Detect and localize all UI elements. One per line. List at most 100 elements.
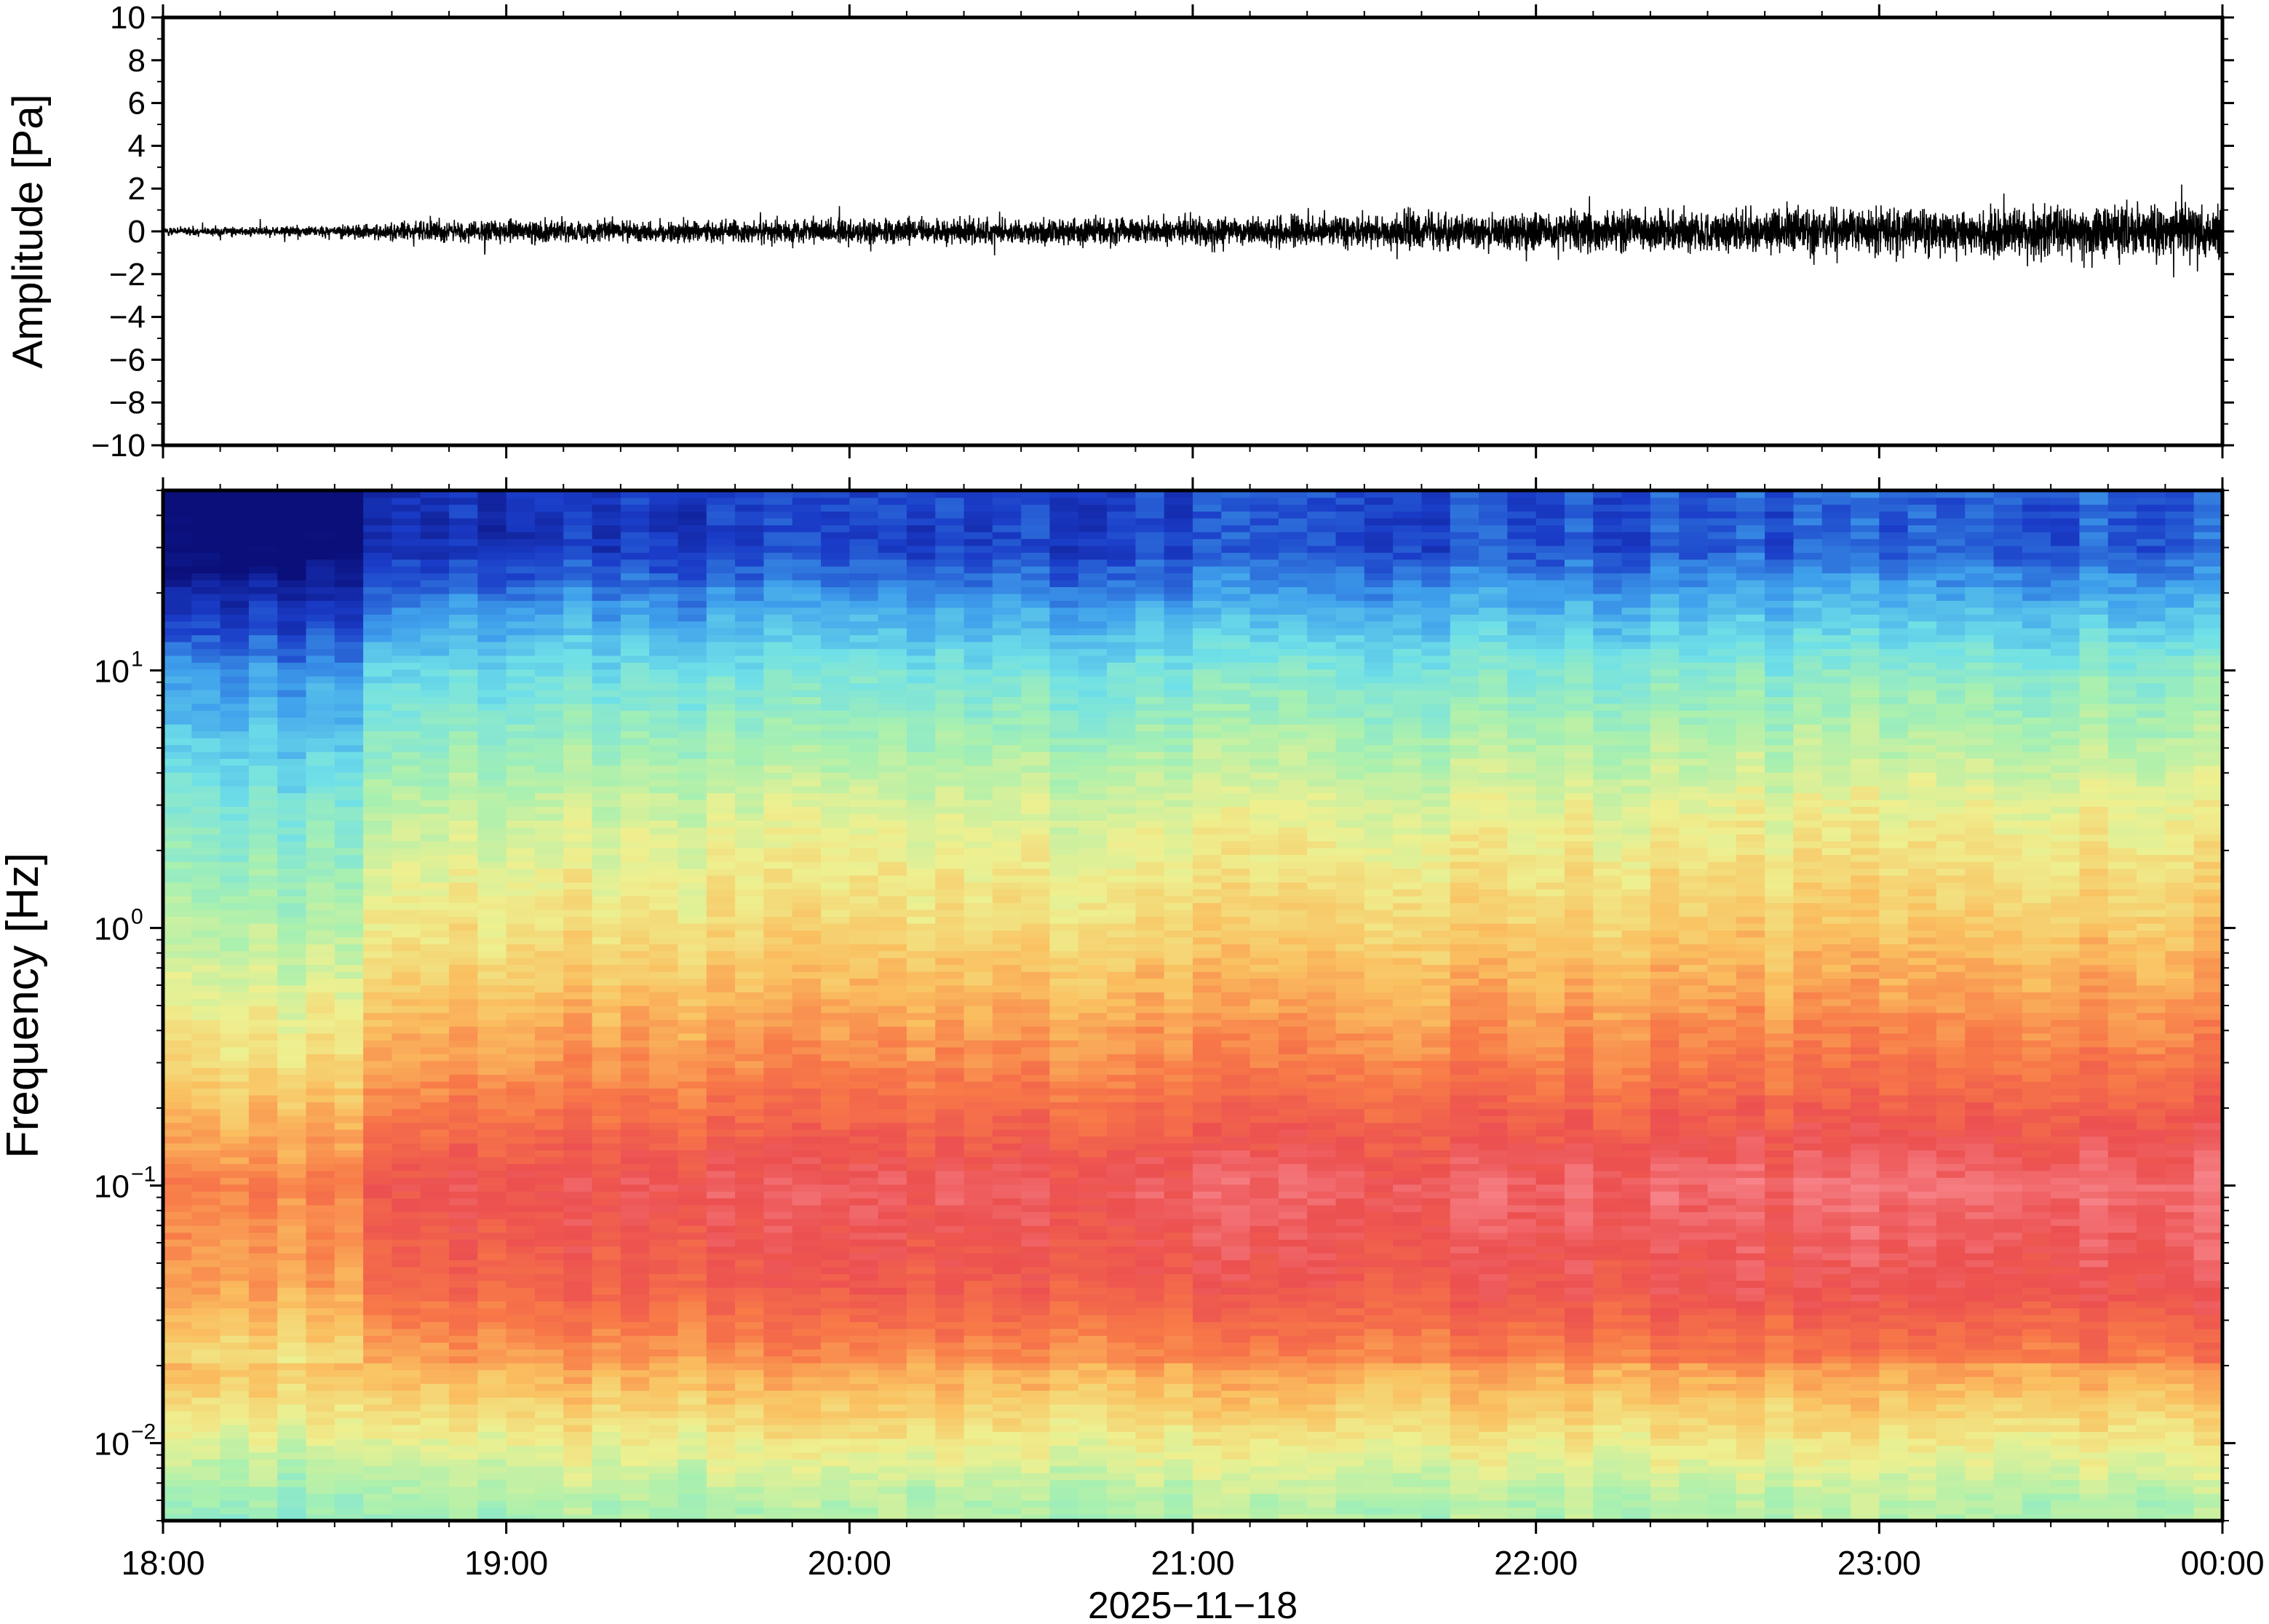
spectrogram-cell: [992, 511, 1022, 519]
spectrogram-cell: [392, 1094, 421, 1102]
spectrogram-cell: [1078, 1479, 1108, 1487]
spectrogram-cell: [963, 1088, 993, 1096]
spectrogram-cell: [1049, 1032, 1079, 1040]
spectrogram-cell: [1021, 1211, 1051, 1219]
spectrogram-cell: [849, 1122, 879, 1130]
spectrogram-cell: [992, 1190, 1022, 1199]
spectrogram-cell: [906, 1335, 937, 1343]
spectrogram-cell: [763, 586, 793, 594]
spectrogram-cell: [649, 1369, 679, 1377]
spectrogram-cell: [220, 648, 250, 656]
spectrogram-cell: [906, 1246, 937, 1254]
spectrogram-cell: [563, 1266, 593, 1274]
spectrogram-cell: [963, 1040, 993, 1048]
spectrogram-cell: [334, 1280, 364, 1288]
spectrogram-cell: [449, 710, 479, 718]
spectrogram-cell: [277, 1321, 307, 1329]
spectrogram-cell: [363, 1300, 393, 1309]
spectrogram-cell: [677, 1507, 707, 1515]
spectrogram-cell: [248, 689, 279, 697]
spectrogram-cell: [992, 593, 1022, 601]
spectrogram-cell: [878, 731, 907, 739]
spectrogram-cell: [306, 1246, 335, 1254]
spectrogram-cell: [1021, 1074, 1051, 1082]
spectrogram-cell: [477, 1094, 507, 1102]
spectrogram-cell: [649, 751, 679, 759]
spectrogram-cell: [935, 641, 965, 649]
spectrogram-cell: [277, 1479, 307, 1487]
spectrogram-cell: [1021, 957, 1051, 966]
spectrogram-cell: [220, 1417, 250, 1425]
spectrogram-cell: [248, 1122, 279, 1130]
spectrogram-cell: [477, 573, 507, 581]
spectrogram-cell: [935, 1238, 965, 1247]
spectrogram-cell: [735, 1266, 765, 1274]
spectrogram-cell: [649, 1150, 679, 1158]
spectrogram-cell: [620, 1300, 650, 1309]
spectrogram-cell: [420, 723, 450, 732]
spectrogram-cell: [878, 1102, 907, 1110]
spectrogram-cell: [906, 834, 937, 842]
spectrogram-cell: [277, 1006, 307, 1014]
spectrogram-cell: [735, 1088, 765, 1096]
spectrogram-cell: [363, 861, 393, 869]
spectrogram-cell: [506, 930, 536, 938]
spectrogram-cell: [620, 1513, 650, 1521]
spectrogram-cell: [906, 820, 937, 828]
spectrogram-cell: [449, 1314, 479, 1323]
spectrogram-cell: [849, 984, 879, 992]
spectrogram-cell: [821, 1417, 851, 1425]
spectrogram-cell: [1049, 854, 1079, 862]
spectrogram-cell: [735, 820, 765, 828]
spectrogram-cell: [306, 744, 335, 752]
spectrogram-cell: [763, 503, 793, 512]
spectrogram-cell: [963, 552, 993, 560]
spectrogram-cell: [277, 868, 307, 876]
spectrogram-cell: [563, 634, 593, 642]
spectrogram-cell: [363, 1486, 393, 1494]
spectrogram-cell: [334, 545, 364, 553]
spectrogram-cell: [420, 1006, 450, 1014]
spectrogram-cell: [792, 613, 822, 622]
spectrogram-cell: [248, 1136, 279, 1144]
spectrogram-cell: [1021, 573, 1051, 581]
spectrogram-cell: [1021, 675, 1051, 684]
spectrogram-cell: [592, 662, 621, 670]
spectrogram-cell: [163, 998, 193, 1006]
spectrogram-cell: [592, 1040, 621, 1048]
spectrogram-cell: [363, 1032, 393, 1040]
spectrogram-cell: [363, 669, 393, 677]
spectrogram-cell: [963, 1417, 993, 1425]
spectrogram-cell: [821, 964, 851, 972]
spectrogram-cell: [534, 1397, 565, 1405]
spectrogram-cell: [420, 1273, 450, 1281]
spectrogram-cell: [677, 813, 707, 821]
spectrogram-cell: [963, 1150, 993, 1158]
spectrogram-cell: [992, 1356, 1022, 1364]
spectrogram-cell: [392, 1184, 421, 1192]
spectrogram-cell: [878, 1459, 907, 1467]
spectrogram-cell: [677, 1040, 707, 1048]
spectrogram-cell: [649, 552, 679, 560]
spectrogram-cell: [935, 613, 965, 622]
spectrogram-cell: [534, 1321, 565, 1329]
spectrogram-cell: [620, 944, 650, 952]
spectrogram-cell: [392, 490, 421, 498]
spectrogram-cell: [334, 1026, 364, 1034]
spectrogram-cell: [935, 1108, 965, 1116]
spectrogram-cell: [392, 1390, 421, 1398]
spectrogram-cell: [420, 1307, 450, 1315]
spectrogram-cell: [163, 882, 193, 890]
spectrogram-cell: [163, 1080, 193, 1089]
spectrogram-cell: [992, 1252, 1022, 1261]
spectrogram-cell: [563, 1452, 593, 1460]
spectrogram-cell: [992, 517, 1022, 525]
spectrogram-cell: [992, 820, 1022, 828]
spectrogram-cell: [706, 1129, 736, 1137]
spectrogram-cell: [506, 1287, 536, 1295]
spectrogram-cell: [878, 1431, 907, 1439]
spectrogram-cell: [735, 641, 765, 649]
spectrogram-cell: [534, 682, 565, 690]
spectrogram-cell: [1021, 586, 1051, 594]
spectrogram-cell: [392, 820, 421, 828]
